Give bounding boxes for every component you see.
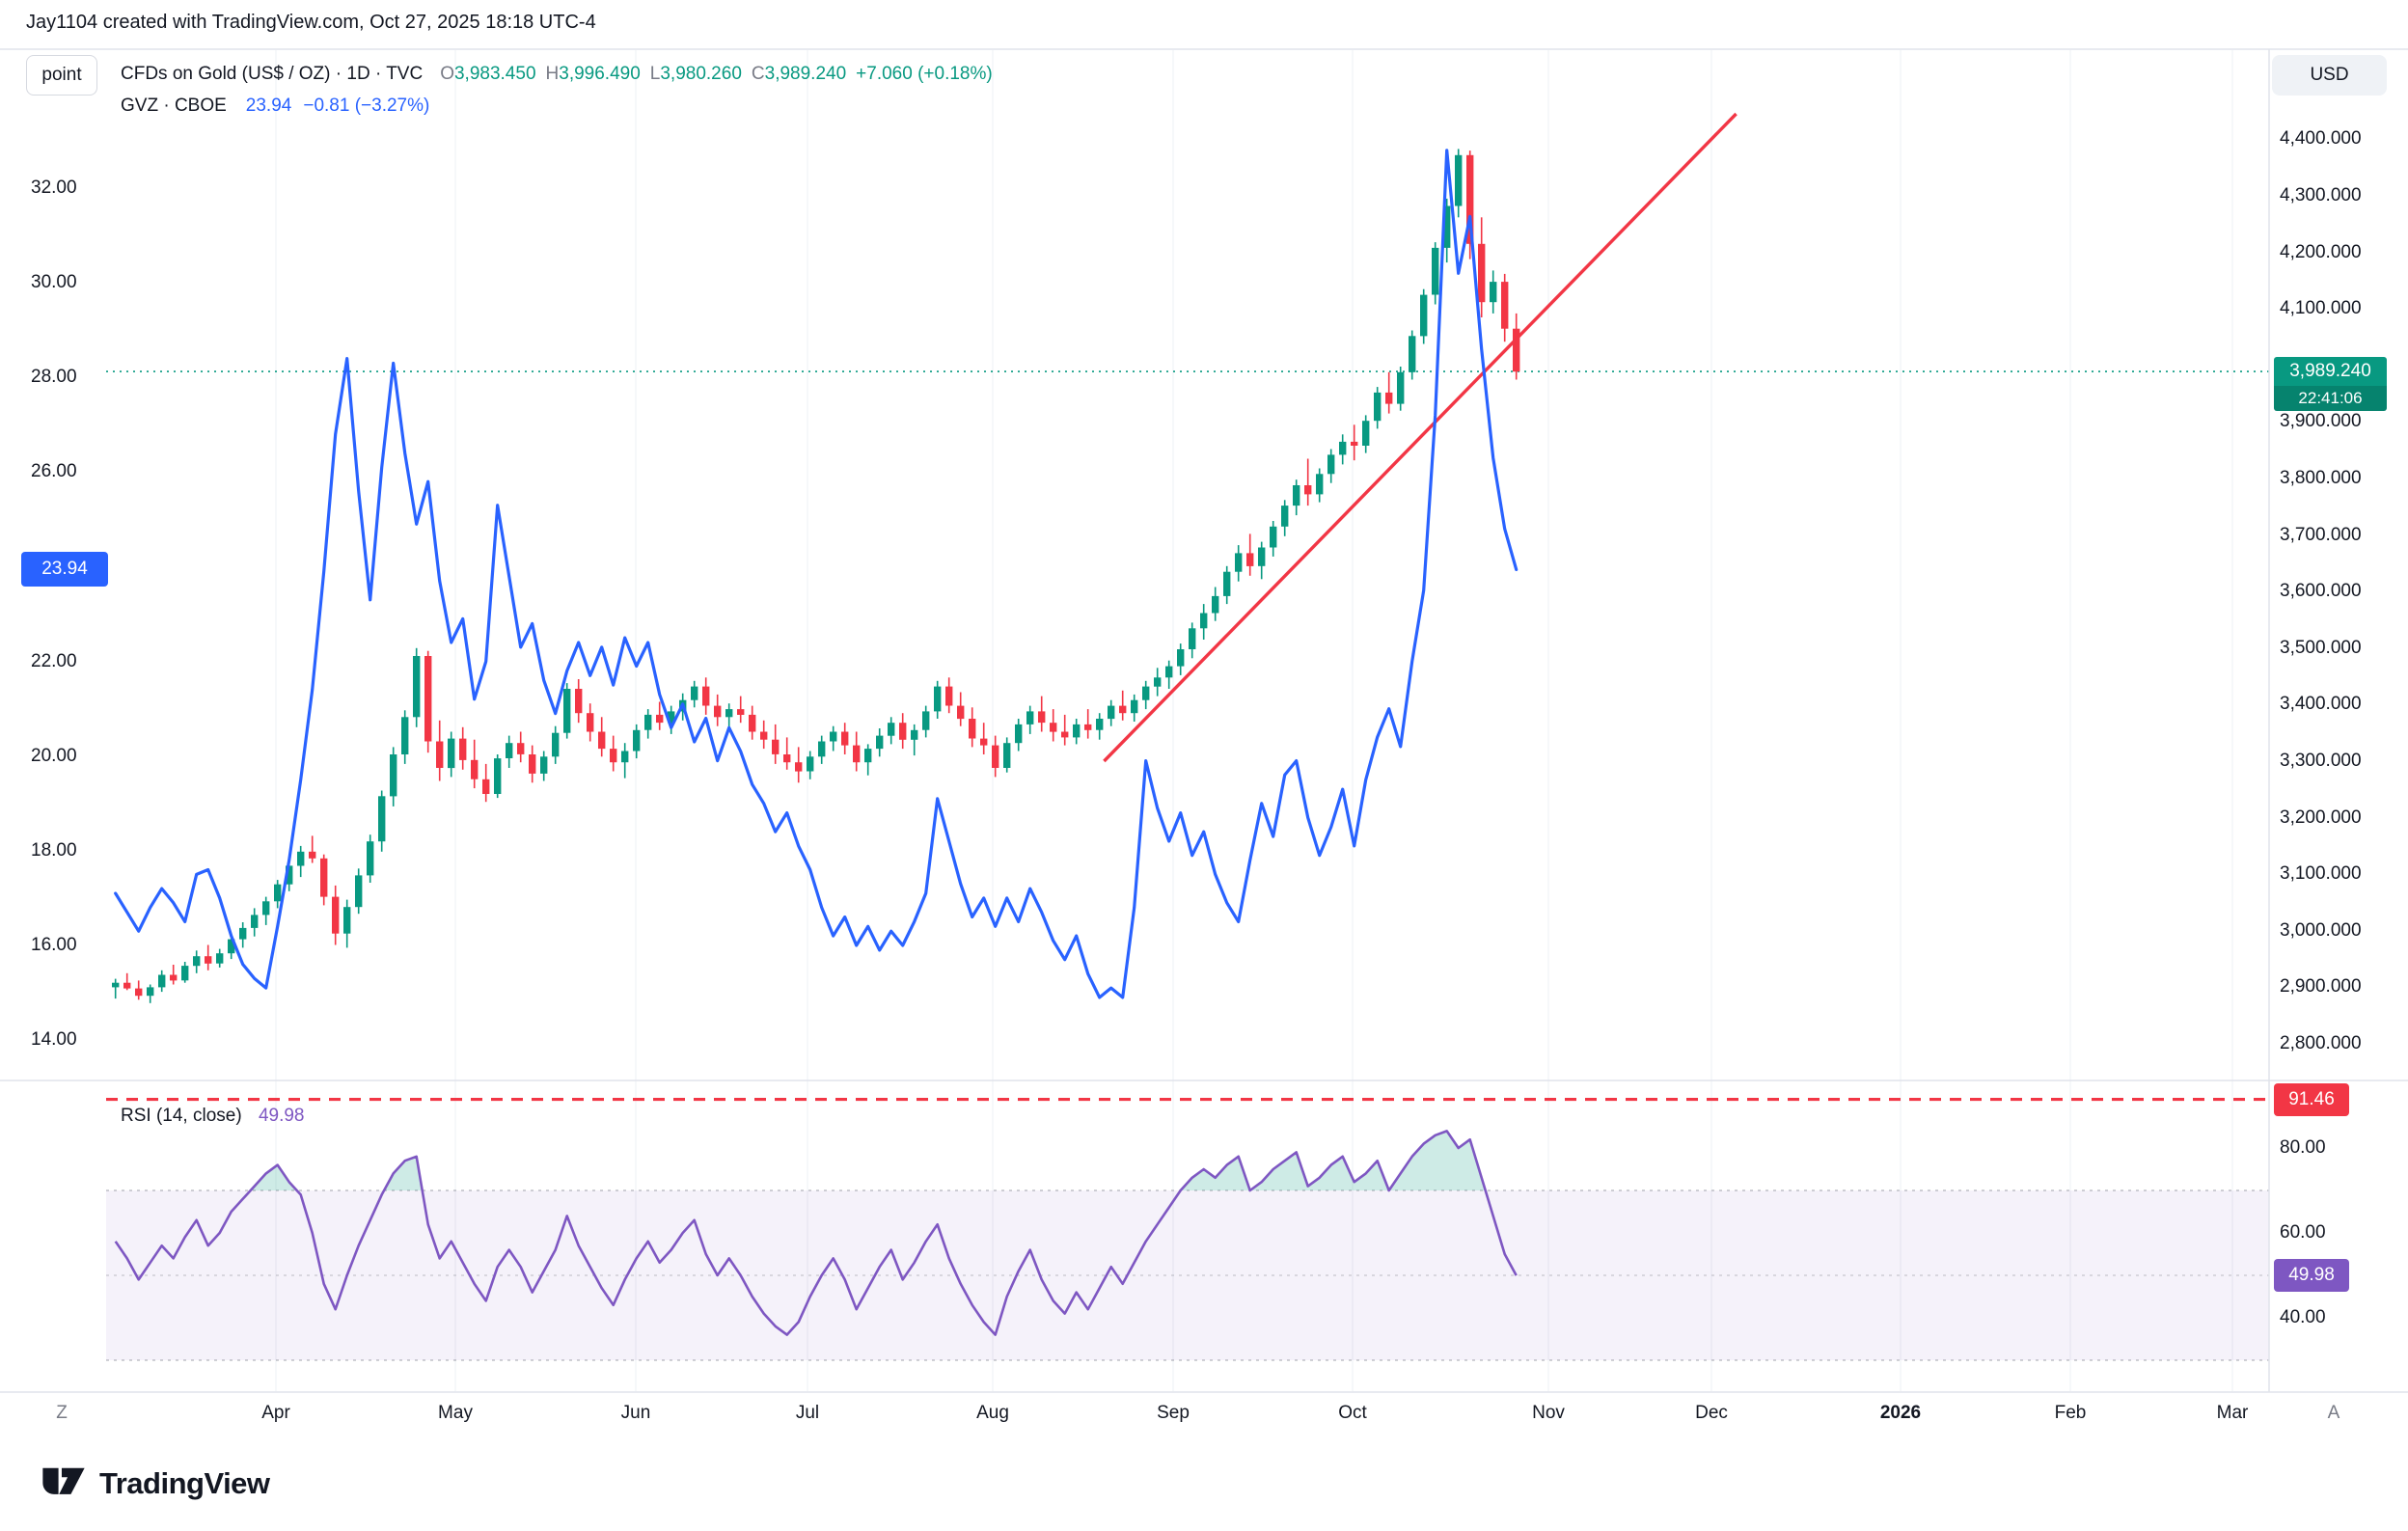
left-axis-unit-button[interactable]: point xyxy=(26,55,97,96)
rsi-value-badge[interactable]: 49.98 xyxy=(2274,1259,2349,1293)
time-axis-label: Dec xyxy=(1695,1403,1728,1423)
right-price-tick: 3,400.000 xyxy=(2280,694,2362,715)
ohlc-value-high: 3,996.490 xyxy=(559,63,641,84)
ohlc-key-close: C xyxy=(751,63,765,84)
left-price-tick: 30.00 xyxy=(31,272,77,293)
rsi-tick: 40.00 xyxy=(2280,1307,2326,1327)
gvz-legend[interactable]: GVZ · CBOE 23.94 −0.81 (−3.27%) xyxy=(121,90,993,122)
right-price-tick: 3,500.000 xyxy=(2280,637,2362,658)
ohlc-value-open: 3,983.450 xyxy=(453,63,536,84)
left-price-tick: 18.00 xyxy=(31,839,77,861)
right-price-tick: 2,900.000 xyxy=(2280,976,2362,998)
right-price-tick: 2,800.000 xyxy=(2280,1033,2362,1053)
left-price-tick: 20.00 xyxy=(31,745,77,766)
right-price-tick: 3,700.000 xyxy=(2280,524,2362,545)
right-price-tick: 3,200.000 xyxy=(2280,807,2362,828)
right-axis-unit-button[interactable]: USD xyxy=(2272,55,2387,96)
gvz-axis-badge[interactable]: 23.94 xyxy=(21,552,108,588)
symbol-title: CFDs on Gold (US$ / OZ) · 1D · TVC xyxy=(121,63,424,84)
rsi-alert-badge[interactable]: 91.46 xyxy=(2274,1082,2349,1116)
time-axis[interactable] xyxy=(0,1393,2408,1435)
time-axis-label: Sep xyxy=(1157,1403,1190,1423)
right-price-tick: 4,400.000 xyxy=(2280,128,2362,150)
ohlc-key-high: H xyxy=(545,63,560,84)
ohlc-key-open: O xyxy=(440,63,454,84)
ohlc-value-low: 3,980.260 xyxy=(660,63,742,84)
last-price-badge[interactable]: 3,989.240 22:41:06 xyxy=(2274,357,2387,412)
left-price-tick: 26.00 xyxy=(31,461,77,482)
gvz-change: −0.81 (−3.27%) xyxy=(303,95,430,116)
rsi-indicator-label[interactable]: RSI (14, close) 49.98 xyxy=(121,1106,304,1127)
rsi-current-value: 49.98 xyxy=(258,1106,305,1126)
tradingview-logo[interactable] xyxy=(41,1466,86,1501)
main-series-legend[interactable]: CFDs on Gold (US$ / OZ) · 1D · TVC O 3,98… xyxy=(121,58,993,90)
left-price-tick: 14.00 xyxy=(31,1029,77,1051)
time-axis-label: Jul xyxy=(795,1403,820,1423)
rsi-title: RSI (14, close) xyxy=(121,1106,242,1126)
time-axis-label: Feb xyxy=(2054,1403,2087,1423)
left-price-tick: 22.00 xyxy=(31,650,77,671)
bar-countdown: 22:41:06 xyxy=(2274,386,2387,412)
ohlc-key-low: L xyxy=(649,63,661,84)
left-price-tick: 32.00 xyxy=(31,178,77,198)
time-axis-label: 2026 xyxy=(1879,1403,1922,1423)
right-price-tick: 3,300.000 xyxy=(2280,751,2362,771)
right-price-tick: 3,000.000 xyxy=(2280,919,2362,941)
legend: CFDs on Gold (US$ / OZ) · 1D · TVC O 3,98… xyxy=(121,58,993,122)
gvz-title: GVZ · CBOE xyxy=(121,95,227,116)
time-axis-label: May xyxy=(438,1403,473,1423)
time-axis-label: Nov xyxy=(1532,1403,1565,1423)
ohlc-value-close: 3,989.240 xyxy=(764,63,847,84)
time-axis-label: Jun xyxy=(620,1403,651,1423)
chart-attribution: Jay1104 created with TradingView.com, Oc… xyxy=(26,12,596,33)
right-price-tick: 3,900.000 xyxy=(2280,411,2362,432)
rsi-tick: 60.00 xyxy=(2280,1222,2326,1243)
gvz-value: 23.94 xyxy=(245,95,292,116)
footer: TradingView xyxy=(41,1466,270,1501)
time-axis-label: Z xyxy=(56,1403,68,1423)
left-price-tick: 28.00 xyxy=(31,367,77,388)
right-price-tick: 3,600.000 xyxy=(2280,581,2362,602)
time-axis-label: Aug xyxy=(976,1403,1009,1423)
tradingview-wordmark[interactable]: TradingView xyxy=(99,1466,270,1500)
time-axis-label: Apr xyxy=(261,1403,290,1423)
time-axis-label: Mar xyxy=(2216,1403,2249,1423)
daily-change: +7.060 (+0.18%) xyxy=(856,63,993,84)
last-price-value: 3,989.240 xyxy=(2289,361,2371,382)
time-axis-label: A xyxy=(2327,1403,2340,1423)
right-price-tick: 4,300.000 xyxy=(2280,185,2362,205)
right-price-tick: 3,800.000 xyxy=(2280,468,2362,488)
rsi-tick: 80.00 xyxy=(2280,1137,2326,1158)
time-axis-label: Oct xyxy=(1338,1403,1367,1423)
right-price-tick: 4,100.000 xyxy=(2280,298,2362,319)
right-price-tick: 3,100.000 xyxy=(2280,863,2362,885)
right-price-tick: 4,200.000 xyxy=(2280,241,2362,262)
left-price-tick: 16.00 xyxy=(31,934,77,955)
